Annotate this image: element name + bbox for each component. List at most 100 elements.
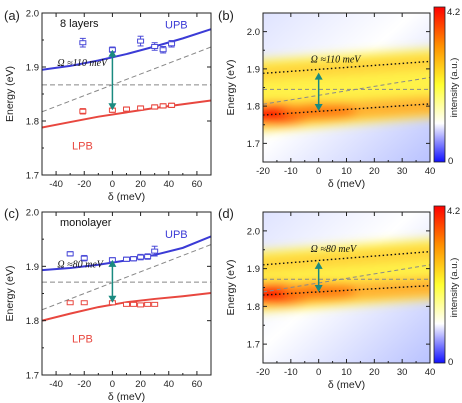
x-tick-label: -40 — [49, 379, 63, 390]
upb-point — [159, 47, 167, 53]
rabi-arrow-head-down — [108, 103, 117, 111]
y-tick-label: 2.0 — [247, 27, 260, 38]
panel-label: (b) — [218, 8, 234, 23]
x-tick-label: 30 — [397, 367, 408, 378]
lpb-point — [80, 300, 88, 306]
x-axis-label: δ (meV) — [108, 391, 145, 403]
cavity-line — [42, 46, 211, 113]
panel-2: (c) UPB LPB monolayer Ω ≈80 meV -40 -20 0 20 40 60… — [4, 206, 212, 403]
lpb-point — [79, 108, 87, 114]
lpb-point — [137, 105, 145, 111]
x-tick-label: 0 — [110, 379, 115, 390]
upb-point — [130, 256, 138, 262]
rabi-arrow-head-up — [314, 261, 323, 269]
colorbar-min-label: 0 — [448, 357, 453, 368]
x-tick-label: 60 — [192, 379, 203, 390]
x-tick-label: -20 — [256, 367, 270, 378]
lpb-point — [137, 302, 145, 308]
upb-point — [80, 255, 88, 261]
x-tick-label: -20 — [77, 379, 91, 390]
x-tick-label: 40 — [425, 166, 436, 177]
x-tick-label: -20 — [77, 179, 91, 190]
upb-label: UPB — [165, 229, 188, 241]
cavity-line — [263, 76, 430, 105]
x-axis-label: δ (meV) — [328, 379, 365, 391]
panel-label: (c) — [4, 206, 19, 221]
plot-area — [263, 13, 430, 162]
x-tick-label: 40 — [163, 379, 174, 390]
upb-point — [123, 256, 130, 262]
lpb-point — [159, 103, 167, 109]
heatmap-intensity — [263, 239, 430, 312]
colorbar — [433, 205, 446, 364]
y-tick-label: 1.7 — [26, 371, 39, 382]
y-tick-label: 1.9 — [247, 264, 260, 275]
colorbar-max-label: 4.2 — [447, 206, 460, 217]
y-tick-label: 1.7 — [247, 340, 260, 351]
y-tick-label: 1.7 — [26, 171, 39, 182]
panel-3: (d) Ω ≈80 meV -20 -10 0 10 20 30 40 1.7 1.8 1.9 2.0 δ… — [218, 205, 460, 391]
rabi-arrow-head-up — [314, 72, 323, 80]
lpb-label: LPB — [72, 334, 93, 346]
panel-label: (a) — [4, 8, 20, 23]
x-tick-label: -40 — [49, 179, 63, 190]
plot-area — [42, 235, 211, 322]
x-tick-label: -20 — [256, 166, 270, 177]
upb-point — [168, 41, 176, 47]
rabi-arrow-head-up — [108, 259, 117, 267]
x-tick-label: 0 — [316, 166, 321, 177]
upb-point — [137, 254, 145, 260]
y-axis-label: Energy (eV) — [4, 265, 16, 321]
lpb-point — [144, 301, 152, 307]
x-tick-label: 20 — [135, 179, 146, 190]
x-tick-label: 0 — [316, 367, 321, 378]
y-tick-label: 1.7 — [247, 139, 260, 150]
y-axis-label: Energy (eV) — [225, 59, 237, 115]
rabi-splitting-label: Ω ≈80 meV — [311, 244, 358, 255]
lpb-point — [123, 301, 130, 307]
y-tick-label: 1.8 — [247, 102, 260, 113]
upb-point — [79, 40, 87, 46]
lpb-point — [130, 301, 138, 307]
cavity-line — [263, 264, 430, 293]
colorbar-max-label: 4.2 — [447, 7, 460, 18]
x-axis-label: δ (meV) — [108, 191, 145, 203]
rabi-splitting-label: Ω ≈110 meV — [57, 58, 109, 69]
intensity-band-upb — [263, 55, 430, 81]
lpb-label: LPB — [72, 140, 93, 152]
y-tick-label: 2.0 — [26, 9, 39, 20]
x-tick-label: 20 — [369, 166, 380, 177]
upb-point — [137, 38, 145, 44]
upb-curve — [42, 28, 211, 71]
y-tick-label: 1.9 — [26, 262, 39, 273]
rabi-splitting-label: Ω ≈80 meV — [57, 259, 104, 270]
rabi-splitting-label: Ω ≈110 meV — [311, 55, 363, 66]
x-tick-label: 20 — [135, 379, 146, 390]
x-tick-label: -10 — [284, 367, 298, 378]
x-tick-label: 60 — [192, 179, 203, 190]
lpb-point — [123, 106, 130, 112]
panel-label: (d) — [218, 206, 234, 221]
x-tick-label: -10 — [284, 166, 298, 177]
x-tick-label: 10 — [341, 367, 352, 378]
rabi-arrow-head-down — [314, 103, 323, 111]
colorbar — [433, 6, 446, 163]
y-tick-label: 1.8 — [247, 302, 260, 313]
lpb-point — [66, 300, 74, 306]
colorbar-min-label: 0 — [448, 156, 453, 167]
plot-area — [42, 28, 211, 129]
x-tick-label: 0 — [110, 179, 115, 190]
y-tick-label: 2.0 — [247, 226, 260, 237]
y-tick-label: 1.8 — [26, 117, 39, 128]
lpb-point — [151, 104, 159, 110]
y-axis-label: Energy (eV) — [4, 66, 16, 122]
sample-annotation: monolayer — [60, 217, 112, 229]
sample-annotation: 8 layers — [60, 18, 99, 30]
rabi-arrow-head-down — [108, 295, 117, 303]
upb-point — [151, 248, 159, 254]
y-axis-label: Energy (eV) — [225, 259, 237, 315]
intensity-band-upb — [263, 245, 430, 272]
x-tick-label: 10 — [341, 166, 352, 177]
panel-1: (b) Ω ≈110 meV -20 -10 0 10 20 30 40 1.7 1.8 1.9 2.0… — [218, 6, 460, 190]
